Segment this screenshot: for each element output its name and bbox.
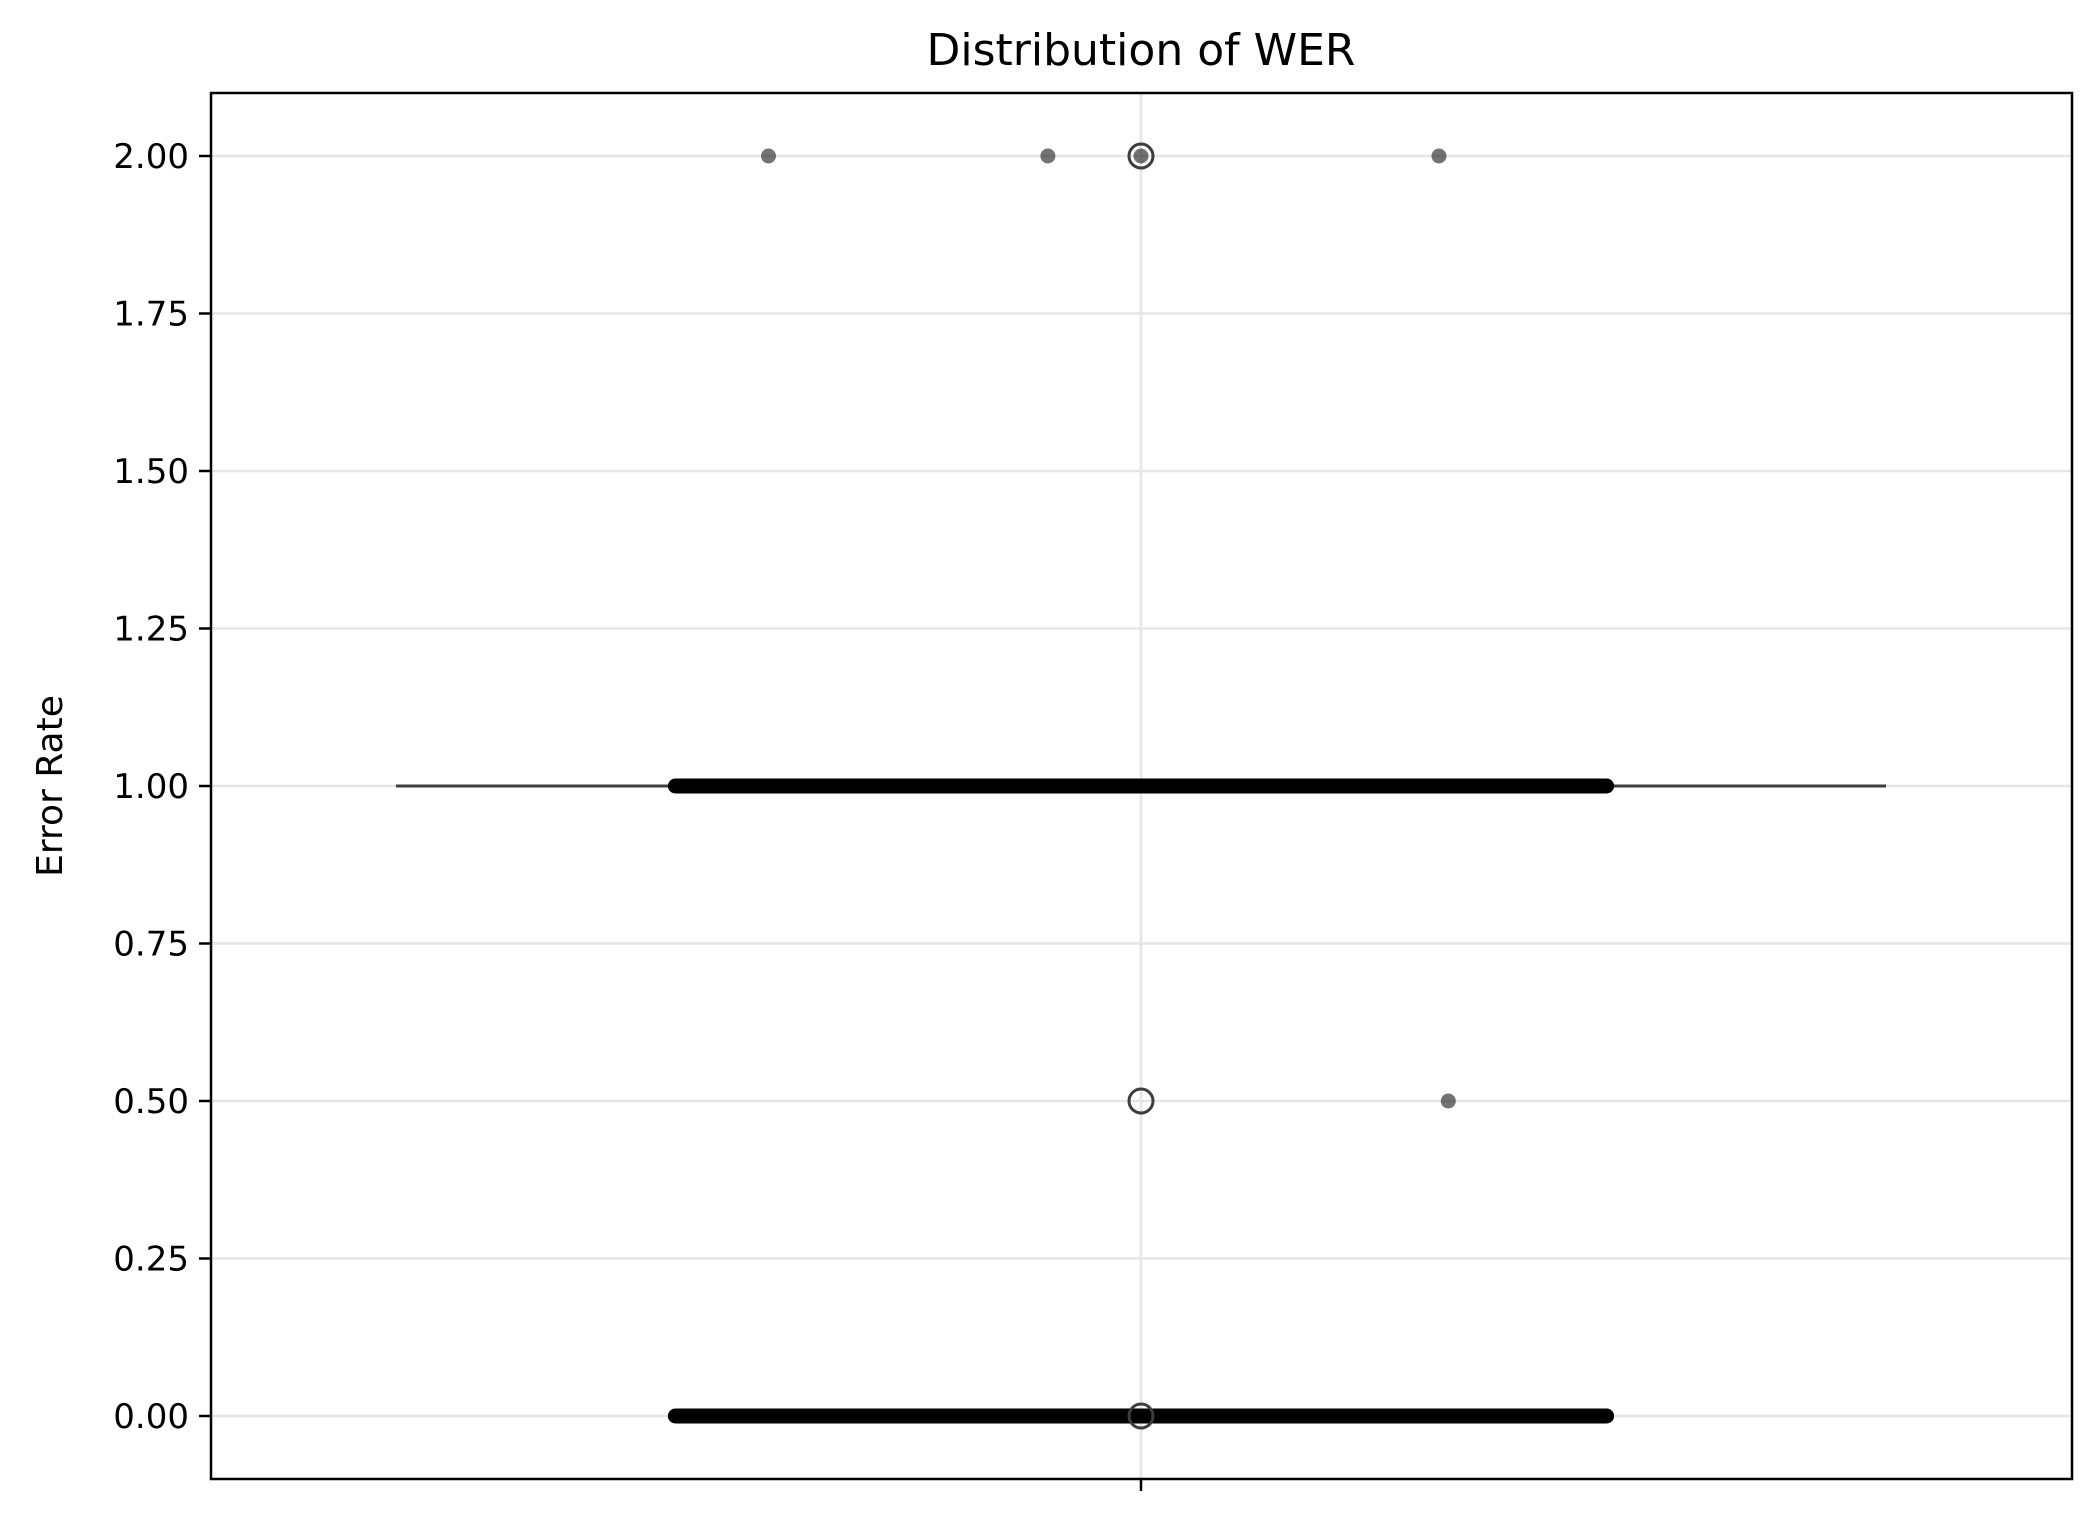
chart-title: Distribution of WER — [927, 25, 1356, 76]
y-tick-label: 0.00 — [113, 1397, 189, 1437]
y-tick-label: 1.50 — [113, 452, 189, 492]
outlier-marker — [1127, 1087, 1155, 1115]
strip-point — [1040, 148, 1056, 164]
strip-point — [1431, 148, 1447, 164]
y-tick-label: 1.75 — [113, 295, 189, 335]
y-tick-label: 1.25 — [113, 610, 189, 650]
y-axis-ticks: 0.00 0.25 0.50 0.75 1.00 1.25 1.50 1.75 2.00 — [113, 137, 211, 1437]
y-axis-label: Error Rate — [30, 695, 71, 877]
y-tick-label: 0.25 — [113, 1240, 189, 1280]
outlier-markers — [1127, 142, 1155, 1430]
strip-point — [761, 148, 776, 164]
y-tick-label: 0.75 — [113, 925, 189, 965]
outlier-marker — [1127, 142, 1155, 170]
y-tick-label: 1.00 — [113, 767, 189, 807]
y-tick-label: 0.50 — [113, 1082, 189, 1122]
outlier-marker — [1127, 1402, 1155, 1430]
strip-points — [667, 148, 1615, 1424]
strip-point — [1133, 148, 1149, 164]
strip-point — [1440, 1093, 1456, 1109]
y-tick-label: 2.00 — [113, 137, 189, 177]
